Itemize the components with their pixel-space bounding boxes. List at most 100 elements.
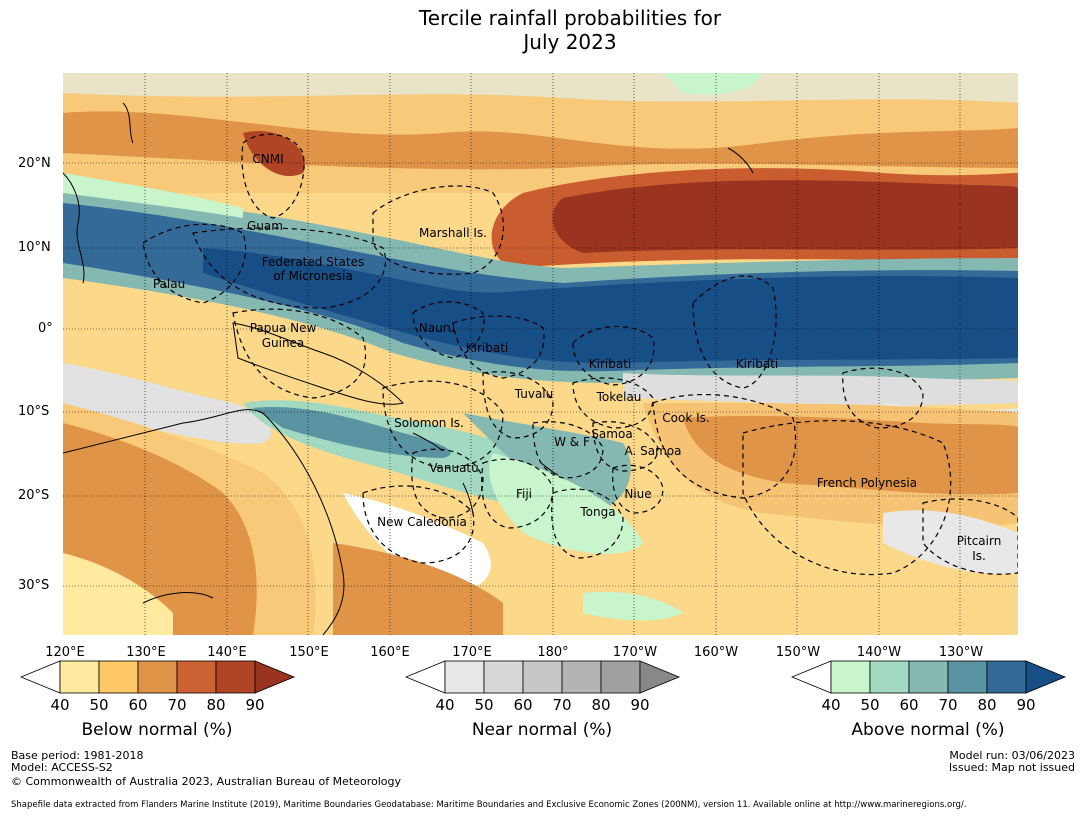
cb-above-tick-70: 70 [938,696,958,714]
cb-below-tick-70: 70 [167,696,187,714]
region-label: Tuvalu [514,387,554,401]
base-period: Base period: 1981-2018 [11,749,144,762]
title-line-1: Tercile rainfall probabilities for [418,6,722,30]
colorbar-near-swatches [404,660,681,694]
cb-below-tick-80: 80 [206,696,226,714]
australia-below-40 [63,553,173,635]
footer-left: Base period: 1981-2018 Model: ACCESS-S2 … [11,750,401,788]
region-label: Cook Is. [662,411,709,425]
cb-above-tick-60: 60 [899,696,919,714]
cb-below-tick-60: 60 [128,696,148,714]
eez-kiribati-west [452,315,545,379]
west-above-edge [63,173,243,218]
eez-wallis-futuna [532,421,604,479]
eez-pitcairn [922,498,1018,575]
eez-new-caledonia [362,485,475,564]
eez-cnmi [241,133,305,219]
lon-label-180: 180° [537,645,569,660]
cb-below-tick-50: 50 [89,696,109,714]
eez-vanuatu [411,448,484,519]
cb-below-min-tip [19,660,61,694]
cnmi-below-patch [243,131,305,177]
cb-above-swatch-80 [986,660,1027,694]
region-label: Samoa [591,427,632,441]
colorbar-near-normal [404,660,681,698]
cb-below-swatch-80 [215,660,256,694]
lon-label-170w: 170°W [612,645,658,660]
map-title: Tercile rainfall probabilities for July … [0,6,1085,54]
eez-fsm [192,227,387,309]
copyright: © Commonwealth of Australia 2023, Austra… [11,775,401,788]
colorbar-above-title: Above normal (%) [851,720,1005,740]
colorbar-below-title: Below normal (%) [81,720,233,740]
cb-above-swatch-60 [908,660,949,694]
east-pacific-below-70 [683,415,1018,495]
lon-label-140w: 140°W [856,645,902,660]
lon-label-120e: 120°E [45,645,85,660]
region-label: Palau [153,277,185,291]
cb-below-tick-90: 90 [245,696,265,714]
region-label: Guam [247,219,283,233]
shapefile-credit: Shapefile data extracted from Flanders M… [11,800,967,810]
region-label: Nauru [419,321,455,335]
cb-below-swatch-40 [59,660,100,694]
region-label: Kiribati [736,357,778,371]
region-label: Vanuatu [429,461,479,475]
cb-near-swatch-40 [444,660,485,694]
philippines-coast [63,172,85,284]
cb-above-swatch-70 [947,660,988,694]
cb-near-swatch-60 [522,660,563,694]
cb-near-swatch-70 [561,660,602,694]
eez-tonga [551,488,624,559]
region-label: W & F [554,435,590,449]
region-label: Marshall Is. [419,226,487,240]
eez-kiribati-central [572,326,655,386]
map-canvas: CNMI Guam Marshall Is. Palau Federated State… [63,73,1018,635]
fiji-coast [540,462,559,476]
equatorial-above-90 [203,248,1018,364]
north-near-patch [63,73,1018,103]
region-label: Tokelau [596,390,642,404]
lat-label-10s: 10°S [18,404,50,419]
new-caledonia-normal-patch [343,493,491,593]
region-label: Solomon Is. [394,416,464,430]
cb-near-tick-50: 50 [474,696,494,714]
eez-nauru [412,301,485,359]
solomon-above-80 [253,407,451,458]
region-label: Papua New [250,321,317,335]
eez-samoa [592,421,659,472]
issued-status: Issued: Map not issued [948,761,1075,774]
footer-right: Model run: 03/06/2023 Issued: Map not is… [949,750,1075,774]
colorbar-below-swatches [19,660,296,694]
fiji-above-patch [489,453,643,554]
cb-near-min-tip [404,660,446,694]
pitcairn-near-patch [883,510,1018,574]
australia-coast [63,409,345,635]
eez-png [232,308,367,399]
colorbar-above-normal [790,660,1067,698]
lon-label-160e: 160°E [370,645,410,660]
eez-boundaries [142,133,1018,576]
cb-near-tick-60: 60 [513,696,533,714]
cb-above-min-tip [790,660,832,694]
cb-near-tick-40: 40 [435,696,455,714]
cb-below-swatch-60 [137,660,178,694]
lat-label-20s: 20°S [18,488,50,503]
region-label: Niue [624,487,651,501]
eez-niue [612,464,664,514]
central-near-band [623,373,1018,406]
cb-above-swatch-40 [830,660,871,694]
region-label: Pitcairn [957,534,1002,548]
colorbar-below-normal [19,660,296,698]
cb-near-tick-70: 70 [552,696,572,714]
lat-label-30s: 30°S [18,578,50,593]
eez-tuvalu [482,371,554,439]
cb-below-swatch-70 [176,660,217,694]
region-label: New Caledonia [377,515,467,529]
west-near-patch [63,363,272,444]
eez-kiribati-line [842,367,924,429]
cb-above-tick-40: 40 [821,696,841,714]
north-above-patch [663,73,763,95]
eez-solomon [382,380,504,469]
rainfall-map: CNMI Guam Marshall Is. Palau Federated State… [63,73,1018,635]
